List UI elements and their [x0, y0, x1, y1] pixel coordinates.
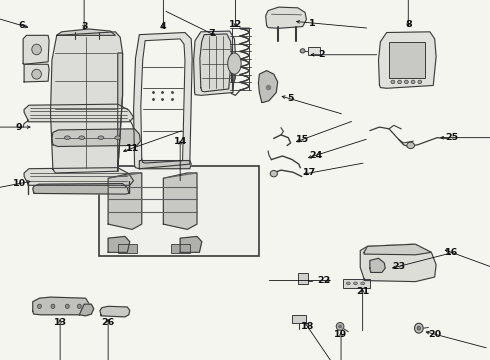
- Bar: [308, 47, 320, 55]
- Bar: [389, 42, 425, 78]
- Ellipse shape: [38, 304, 41, 309]
- Polygon shape: [108, 173, 142, 229]
- Text: 6: 6: [19, 21, 25, 30]
- Bar: [292, 315, 306, 323]
- Ellipse shape: [77, 304, 81, 309]
- Polygon shape: [50, 32, 123, 173]
- Text: 14: 14: [173, 137, 187, 146]
- Text: 4: 4: [160, 22, 167, 31]
- Text: 16: 16: [445, 248, 458, 257]
- Polygon shape: [180, 237, 202, 252]
- Ellipse shape: [65, 304, 69, 309]
- Text: 15: 15: [296, 135, 309, 144]
- Polygon shape: [370, 258, 385, 273]
- Ellipse shape: [361, 282, 365, 285]
- Text: 9: 9: [16, 123, 23, 132]
- Ellipse shape: [391, 80, 395, 84]
- Text: 7: 7: [208, 29, 215, 38]
- Polygon shape: [79, 304, 94, 316]
- Ellipse shape: [32, 69, 41, 79]
- Text: 10: 10: [13, 179, 26, 188]
- Ellipse shape: [346, 282, 350, 285]
- Polygon shape: [200, 34, 232, 92]
- Text: 2: 2: [318, 50, 325, 59]
- Text: 19: 19: [334, 330, 348, 339]
- Ellipse shape: [339, 325, 342, 328]
- Text: 24: 24: [310, 151, 323, 160]
- Ellipse shape: [51, 304, 55, 309]
- Bar: [298, 274, 308, 284]
- Text: 21: 21: [356, 287, 369, 296]
- Polygon shape: [118, 53, 122, 171]
- Bar: [118, 244, 137, 253]
- Ellipse shape: [407, 142, 415, 149]
- Ellipse shape: [300, 49, 305, 53]
- Text: 1: 1: [309, 18, 316, 27]
- Text: 17: 17: [303, 168, 317, 177]
- Ellipse shape: [270, 171, 277, 177]
- Ellipse shape: [415, 323, 423, 333]
- Polygon shape: [24, 104, 134, 122]
- Polygon shape: [194, 31, 235, 95]
- Text: 11: 11: [125, 144, 139, 153]
- Polygon shape: [139, 161, 191, 169]
- Text: 12: 12: [229, 20, 242, 29]
- Polygon shape: [360, 244, 436, 282]
- Ellipse shape: [417, 326, 420, 330]
- Polygon shape: [364, 244, 431, 255]
- Ellipse shape: [79, 136, 85, 139]
- Polygon shape: [52, 129, 140, 147]
- Polygon shape: [100, 306, 130, 317]
- Bar: [98, 166, 259, 256]
- Ellipse shape: [336, 323, 344, 330]
- Polygon shape: [134, 32, 192, 169]
- Text: 8: 8: [405, 20, 412, 29]
- Polygon shape: [163, 173, 197, 229]
- Ellipse shape: [228, 53, 241, 74]
- Ellipse shape: [32, 44, 41, 55]
- Bar: [343, 279, 370, 288]
- Ellipse shape: [65, 136, 70, 139]
- Polygon shape: [141, 39, 185, 163]
- Text: 18: 18: [301, 322, 314, 331]
- Polygon shape: [232, 71, 235, 83]
- Polygon shape: [24, 168, 134, 185]
- Polygon shape: [57, 29, 115, 35]
- Text: 20: 20: [428, 330, 441, 339]
- Polygon shape: [23, 35, 49, 64]
- Ellipse shape: [404, 80, 408, 84]
- Ellipse shape: [115, 136, 121, 139]
- Bar: [171, 244, 190, 253]
- Text: 22: 22: [318, 276, 331, 285]
- Ellipse shape: [418, 80, 422, 84]
- Polygon shape: [258, 71, 278, 102]
- Polygon shape: [24, 64, 49, 82]
- Polygon shape: [108, 237, 130, 252]
- Text: 23: 23: [392, 262, 405, 271]
- Polygon shape: [266, 7, 306, 28]
- Polygon shape: [378, 32, 436, 88]
- Text: 26: 26: [101, 318, 115, 327]
- Ellipse shape: [98, 136, 104, 139]
- Text: 25: 25: [445, 133, 458, 142]
- Polygon shape: [33, 184, 129, 194]
- Ellipse shape: [398, 80, 401, 84]
- Ellipse shape: [411, 80, 415, 84]
- Text: 5: 5: [287, 94, 294, 103]
- Text: 13: 13: [53, 318, 67, 327]
- Ellipse shape: [353, 282, 357, 285]
- Polygon shape: [33, 297, 89, 315]
- Text: 3: 3: [81, 22, 87, 31]
